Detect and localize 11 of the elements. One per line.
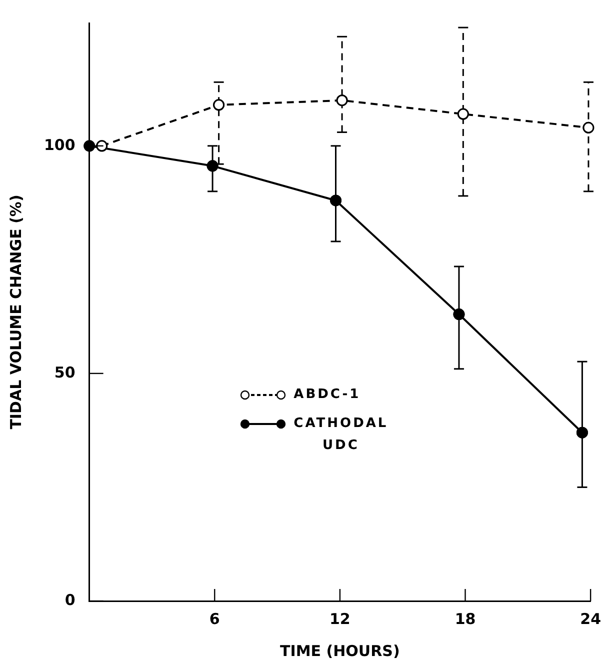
- legend-label: CATHODAL UDC: [294, 416, 388, 454]
- x-tick-label: 18: [454, 610, 476, 628]
- x-axis-title: TIME (HOURS): [280, 642, 400, 660]
- x-tick-label: 6: [209, 610, 220, 628]
- y-tick-label: 100: [44, 136, 76, 154]
- y-tick-label: 50: [54, 363, 76, 382]
- y-axis-title: TIDAL VOLUME CHANGE (%): [6, 194, 25, 430]
- legend-label: ABDC-1: [294, 387, 361, 402]
- x-tick-label: 12: [330, 610, 350, 628]
- x-tick-label: 24: [580, 610, 601, 628]
- y-tick-label: 0: [64, 590, 76, 609]
